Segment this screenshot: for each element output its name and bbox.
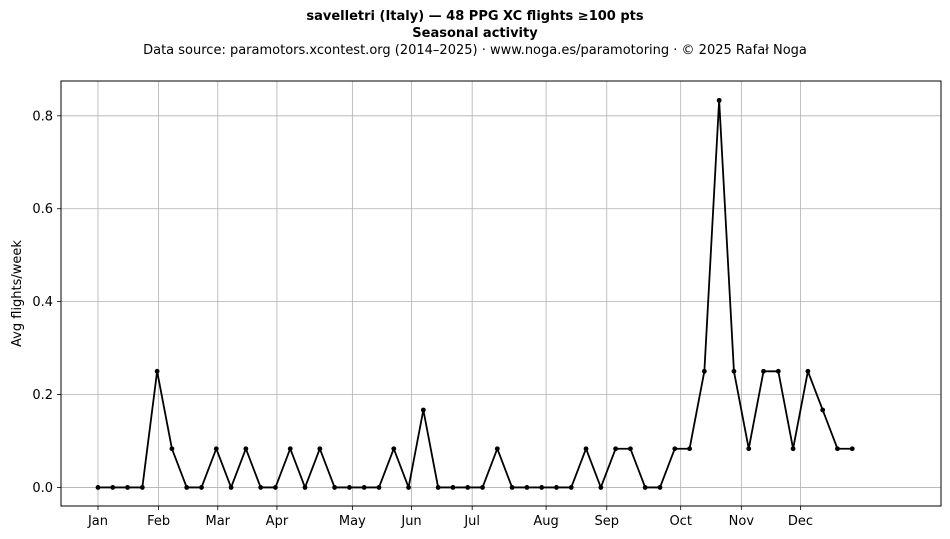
x-tick-label: Sep <box>594 514 619 529</box>
axis-ticks: Jan Feb Mar Apr May Jun Jul Aug Sep Oct Nov Dec 0.0 0… <box>32 109 813 529</box>
data-point <box>716 97 722 103</box>
data-point <box>273 485 278 490</box>
y-axis-label: Avg flights/week <box>10 240 25 347</box>
x-tick-label: Aug <box>533 514 558 529</box>
data-point <box>199 485 204 490</box>
x-tick-label: Jul <box>463 514 480 529</box>
data-point <box>420 407 426 413</box>
y-tick-label: 0.6 <box>32 202 53 217</box>
data-point <box>672 446 678 452</box>
data-point <box>435 485 441 490</box>
data-point <box>169 446 175 452</box>
y-tick-label: 0.8 <box>32 109 53 124</box>
x-tick-label: Dec <box>788 514 813 529</box>
data-point <box>154 368 160 374</box>
x-tick-label: Jan <box>87 514 108 529</box>
data-point <box>790 446 796 452</box>
data-point <box>406 485 411 490</box>
plot-frame <box>60 80 942 507</box>
series-line-layer <box>97 99 853 489</box>
data-point <box>450 485 456 490</box>
data-point <box>95 485 101 490</box>
data-point <box>302 485 308 490</box>
data-point <box>125 485 130 490</box>
data-point <box>391 446 397 452</box>
x-tick-label: Oct <box>669 514 691 529</box>
data-point <box>509 485 515 490</box>
data-point <box>761 368 766 374</box>
y-tick-label: 0.2 <box>32 388 53 403</box>
data-point <box>642 485 648 490</box>
x-tick-label: Nov <box>729 514 755 529</box>
y-tick-label: 0.4 <box>32 295 53 310</box>
data-point <box>184 485 190 490</box>
data-point <box>110 485 116 490</box>
x-tick-label: Mar <box>206 514 231 529</box>
y-tick-label: 0.0 <box>32 481 53 496</box>
data-point <box>258 485 264 490</box>
data-point <box>243 446 249 452</box>
data-point <box>347 485 352 490</box>
grid <box>61 81 941 506</box>
data-point <box>849 446 855 452</box>
data-point <box>213 446 219 452</box>
data-point <box>524 485 530 490</box>
x-tick-label: Feb <box>147 514 170 529</box>
data-point <box>317 446 323 452</box>
data-point <box>805 368 811 374</box>
data-point <box>376 485 382 490</box>
data-point <box>628 446 633 452</box>
data-point <box>480 485 485 490</box>
data-point <box>775 368 781 374</box>
data-point <box>583 446 589 452</box>
x-tick-label: Jun <box>400 514 421 529</box>
data-point <box>687 446 692 452</box>
data-point <box>598 485 604 490</box>
data-point <box>746 446 752 452</box>
data-point <box>701 368 707 374</box>
data-point <box>835 446 840 452</box>
data-point <box>657 485 663 490</box>
data-point <box>465 485 471 490</box>
title-block: savelletri (Italy) — 48 PPG XC flights ≥… <box>0 8 950 59</box>
data-point <box>332 485 338 490</box>
data-point <box>613 446 619 452</box>
data-point <box>228 485 234 490</box>
data-point <box>287 446 293 452</box>
x-tick-label: Apr <box>266 514 289 529</box>
data-point <box>554 485 559 490</box>
data-point <box>139 485 145 490</box>
chart-subtitle: Seasonal activity <box>412 26 538 41</box>
data-point <box>731 368 737 374</box>
data-points <box>95 97 855 490</box>
data-point <box>568 485 574 490</box>
data-point <box>361 485 367 490</box>
data-source-line: Data source: paramotors.xcontest.org (20… <box>143 43 807 58</box>
data-point <box>539 485 545 490</box>
x-tick-label: May <box>339 514 366 529</box>
series-line <box>97 99 853 489</box>
data-point <box>820 407 826 413</box>
data-point <box>494 446 500 452</box>
chart-title: savelletri (Italy) — 48 PPG XC flights ≥… <box>306 9 644 24</box>
